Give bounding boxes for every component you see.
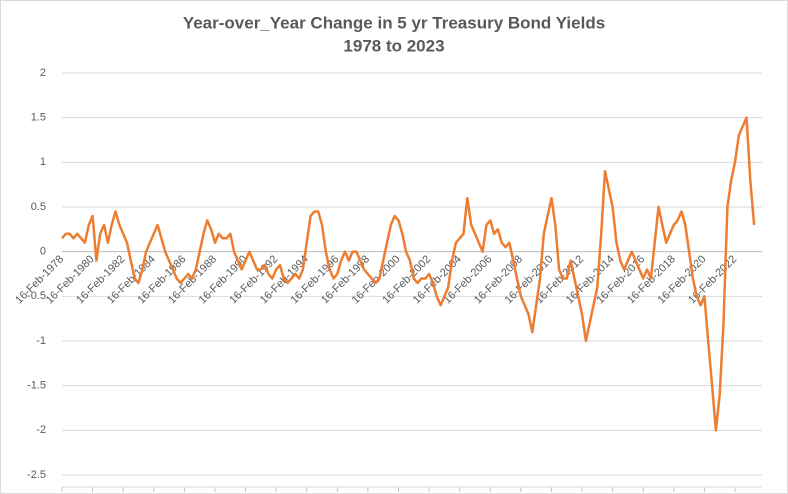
chart-subtitle: 1978 to 2023 [343, 36, 444, 55]
y-tick-label: 1.5 [31, 112, 46, 124]
y-tick-label: -1.5 [27, 380, 46, 392]
data-line [61, 116, 756, 432]
y-tick-label: -0.5 [27, 290, 46, 302]
chart-title: Year-over_Year Change in 5 yr Treasury B… [183, 13, 605, 32]
y-tick-label: -2 [36, 424, 46, 436]
y-tick-label: 0 [40, 246, 46, 258]
y-tick-label: 1 [40, 156, 46, 168]
y-tick-label: -1 [36, 335, 46, 347]
y-tick-label: 0.5 [31, 201, 46, 213]
y-tick-label: 2 [40, 67, 46, 79]
y-tick-label: -2.5 [27, 469, 46, 481]
